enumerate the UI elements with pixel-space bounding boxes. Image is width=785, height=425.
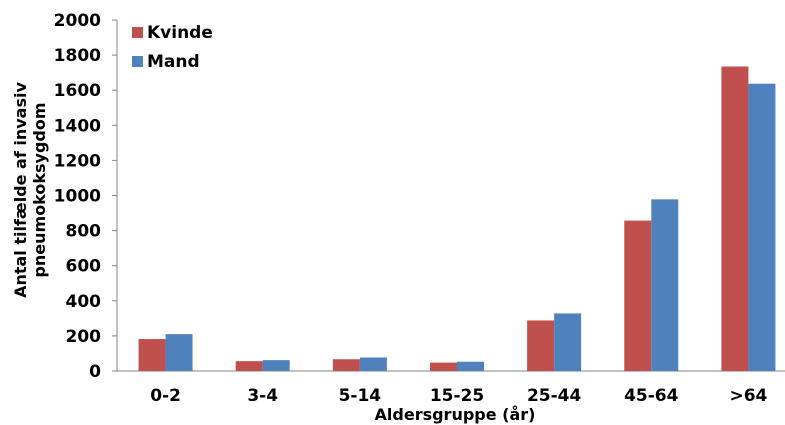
bar-series-2 [457,361,484,371]
bar-series-1 [430,362,457,371]
y-tick-label: 1800 [54,46,101,66]
y-tick-label: 1200 [54,151,101,171]
x-tick-label: 15-25 [430,386,484,406]
bar-series-1 [624,220,652,371]
bar-series-2 [262,360,290,371]
y-tick-label: 1000 [54,187,101,207]
bar-series-2 [554,313,582,371]
y-axis-title-line: Antal tilfælde af invasiv [11,82,30,298]
legend-swatch [132,27,143,38]
y-tick-label: 2000 [54,11,101,31]
bar-series-1 [527,320,555,371]
bar-series-2 [748,83,776,372]
y-tick-label: 600 [66,257,102,277]
legend: Kvinde Mand [132,23,213,72]
y-tick-label: 1600 [54,81,101,101]
y-tick-label: 1400 [54,116,101,136]
y-axis-title-line: pneumokoksygdom [30,102,49,277]
x-tick-label: 0-2 [150,386,181,406]
x-tick-label: 3-4 [247,386,278,406]
bar-series-2 [359,357,387,371]
x-tick-label: 25-44 [527,386,582,406]
y-axis-title: Antal tilfælde af invasiv pneumokoksygdom [11,82,49,298]
y-tick-label: 200 [66,327,102,347]
bar-series-2 [651,199,679,371]
legend-label: Mand [147,52,200,72]
bar-series-1 [332,359,360,371]
legend-label: Kvinde [147,23,213,43]
x-tick-label: 45-64 [624,386,679,406]
x-axis: 0-2 3-4 5-14 15-25 25-44 45-64 >64 [117,370,785,406]
x-tick-label: 5-14 [339,386,382,406]
legend-swatch [132,56,143,67]
bar-series-1 [721,66,749,371]
bar-series-1 [235,361,263,371]
x-tick-label: >64 [729,386,767,406]
bar-series-1 [138,339,166,371]
y-axis: 0 200 400 600 800 1000 1200 1400 1600 1800 2000 [54,11,118,382]
y-tick-label: 0 [89,362,101,382]
bars [138,66,776,372]
bar-series-2 [165,334,193,371]
y-tick-label: 400 [66,292,102,312]
x-axis-title: Aldersgruppe (år) [375,405,536,424]
y-tick-label: 800 [66,222,102,242]
